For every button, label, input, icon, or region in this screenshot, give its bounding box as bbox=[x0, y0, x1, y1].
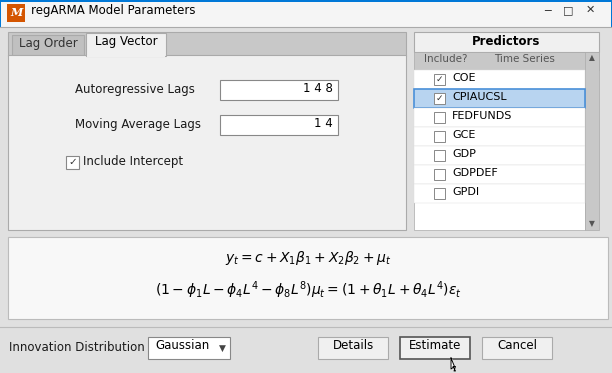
Text: GCE: GCE bbox=[452, 130, 476, 140]
Text: Include Intercept: Include Intercept bbox=[83, 155, 183, 168]
Bar bbox=[414, 70, 585, 230]
Text: Estimate: Estimate bbox=[409, 339, 461, 352]
Bar bbox=[87, 55, 165, 57]
Bar bbox=[12, 35, 84, 56]
Text: Cancel: Cancel bbox=[497, 339, 537, 352]
Text: □: □ bbox=[563, 5, 573, 15]
Bar bbox=[434, 188, 445, 199]
Text: $y_t = c + X_1\beta_1 + X_2\beta_2 + \mu_t$: $y_t = c + X_1\beta_1 + X_2\beta_2 + \mu… bbox=[225, 249, 391, 267]
Text: M: M bbox=[10, 7, 22, 19]
Text: ▼: ▼ bbox=[589, 219, 595, 229]
Text: COE: COE bbox=[452, 73, 476, 83]
Text: Innovation Distribution: Innovation Distribution bbox=[9, 341, 145, 354]
Text: ▲: ▲ bbox=[589, 53, 595, 63]
Text: Lag Order: Lag Order bbox=[18, 37, 77, 50]
Text: regARMA Model Parameters: regARMA Model Parameters bbox=[31, 4, 195, 17]
Bar bbox=[7, 4, 25, 22]
Bar bbox=[414, 184, 585, 203]
Text: 1 4 8: 1 4 8 bbox=[303, 82, 333, 95]
Polygon shape bbox=[451, 358, 455, 371]
Text: Details: Details bbox=[332, 339, 373, 352]
Bar bbox=[434, 93, 445, 104]
Bar bbox=[434, 74, 445, 85]
Text: ─: ─ bbox=[545, 5, 551, 15]
Bar bbox=[414, 165, 585, 184]
Bar bbox=[220, 115, 338, 135]
Text: CPIAUCSL: CPIAUCSL bbox=[452, 92, 507, 102]
Bar bbox=[482, 337, 552, 359]
Text: Gaussian: Gaussian bbox=[155, 339, 209, 352]
Text: 1 4: 1 4 bbox=[314, 117, 333, 130]
Text: ✓: ✓ bbox=[436, 75, 443, 84]
Text: ✓: ✓ bbox=[68, 157, 77, 167]
Text: GDPDEF: GDPDEF bbox=[452, 168, 498, 178]
Text: Moving Average Lags: Moving Average Lags bbox=[75, 118, 201, 131]
Text: GDP: GDP bbox=[452, 149, 476, 159]
Bar bbox=[318, 337, 388, 359]
Bar bbox=[1, 1, 611, 27]
Text: FEDFUNDS: FEDFUNDS bbox=[452, 111, 512, 121]
Bar bbox=[8, 32, 406, 56]
Bar bbox=[414, 89, 585, 108]
Text: $(1 - \phi_1 L - \phi_4 L^4 - \phi_8 L^8)\mu_t = (1 + \theta_1 L + \theta_4 L^4): $(1 - \phi_1 L - \phi_4 L^4 - \phi_8 L^8… bbox=[155, 279, 461, 301]
Bar bbox=[66, 156, 79, 169]
Text: Include?: Include? bbox=[424, 54, 468, 64]
Bar bbox=[414, 127, 585, 146]
Bar bbox=[8, 237, 608, 319]
Bar bbox=[148, 337, 230, 359]
Bar bbox=[414, 70, 585, 89]
Bar bbox=[8, 55, 406, 230]
Text: Autoregressive Lags: Autoregressive Lags bbox=[75, 83, 195, 96]
Text: Time Series: Time Series bbox=[493, 54, 554, 64]
Bar bbox=[585, 52, 599, 230]
Bar bbox=[434, 112, 445, 123]
Bar bbox=[414, 32, 599, 52]
Text: Lag Vector: Lag Vector bbox=[95, 35, 157, 48]
Bar bbox=[414, 146, 585, 165]
Bar bbox=[220, 80, 338, 100]
Bar bbox=[434, 131, 445, 142]
Bar bbox=[7, 4, 25, 22]
Bar bbox=[414, 108, 585, 127]
Bar bbox=[0, 0, 612, 1]
Bar bbox=[434, 169, 445, 180]
Text: ✕: ✕ bbox=[585, 5, 595, 15]
Text: ▼: ▼ bbox=[218, 344, 225, 352]
Bar bbox=[434, 150, 445, 161]
Bar bbox=[400, 337, 470, 359]
Bar bbox=[86, 33, 166, 56]
Bar bbox=[414, 52, 599, 70]
Text: Predictors: Predictors bbox=[472, 35, 540, 48]
Text: ✓: ✓ bbox=[436, 94, 443, 103]
Text: GPDI: GPDI bbox=[452, 187, 479, 197]
